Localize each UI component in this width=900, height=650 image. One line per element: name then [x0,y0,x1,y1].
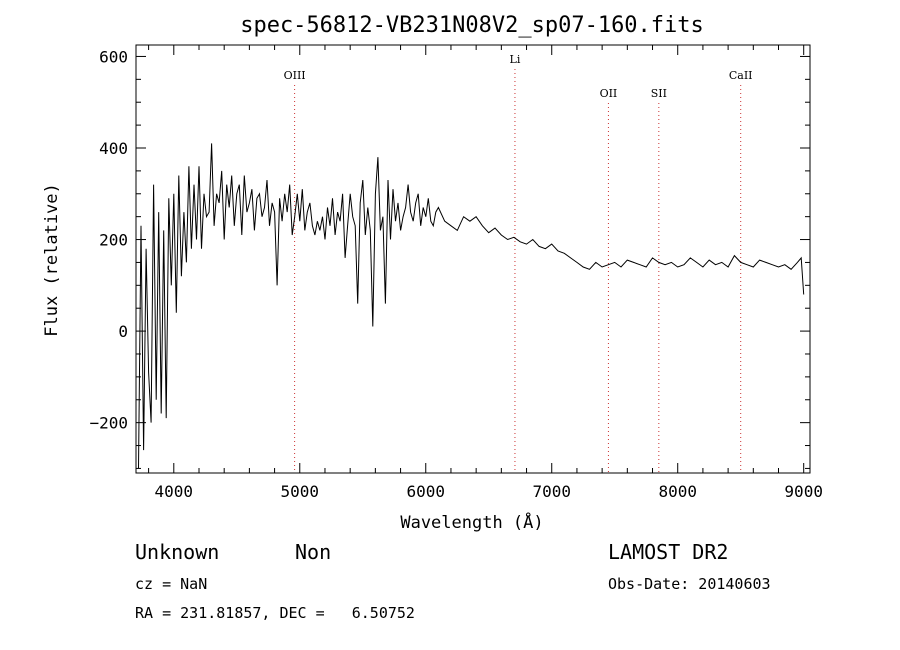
y-tick-label: −200 [89,414,128,433]
x-tick-label: 5000 [281,482,320,501]
x-tick-label: 4000 [155,482,194,501]
spectrum-plot: spec-56812-VB231N08V2_sp07-160.fits 4000… [42,13,823,533]
chart-title: spec-56812-VB231N08V2_sp07-160.fits [240,13,704,38]
object-subclass: Non [295,540,332,564]
plot-axes [135,44,811,474]
ra-dec-coordinates: RA = 231.81857, DEC = 6.50752 [135,604,415,622]
x-tick-label: 6000 [406,482,445,501]
spectral-line-label: OII [600,87,618,100]
y-tick-label: 400 [99,139,128,158]
y-tick-label: 600 [99,47,128,66]
x-axis-label: Wavelength (Å) [400,511,543,533]
spectral-line-label: OIII [284,69,306,82]
spectral-line-markers: OIII Li OII SII CaII [284,53,753,473]
observation-date: Obs-Date: 20140603 [608,575,771,593]
y-tick-label: 200 [99,231,128,250]
x-tick-label: 8000 [658,482,697,501]
plot-frame [135,44,811,474]
x-tick-label: 9000 [784,482,823,501]
spectral-line-label: SII [651,87,667,100]
redshift-cz: cz = NaN [135,575,208,593]
survey-name: LAMOST DR2 [608,540,729,564]
x-tick-label: 7000 [532,482,571,501]
spectral-line-label: Li [510,53,521,66]
object-class: Unknown [135,540,220,564]
y-tick-label: 0 [118,322,128,341]
axis-ticks: 4000 5000 6000 7000 8000 9000 −200 0 200 400 600 [89,45,823,501]
spectrum-series-line [138,143,805,469]
y-axis-label: Flux (relative) [42,183,62,337]
spectral-line-label: CaII [729,69,753,82]
